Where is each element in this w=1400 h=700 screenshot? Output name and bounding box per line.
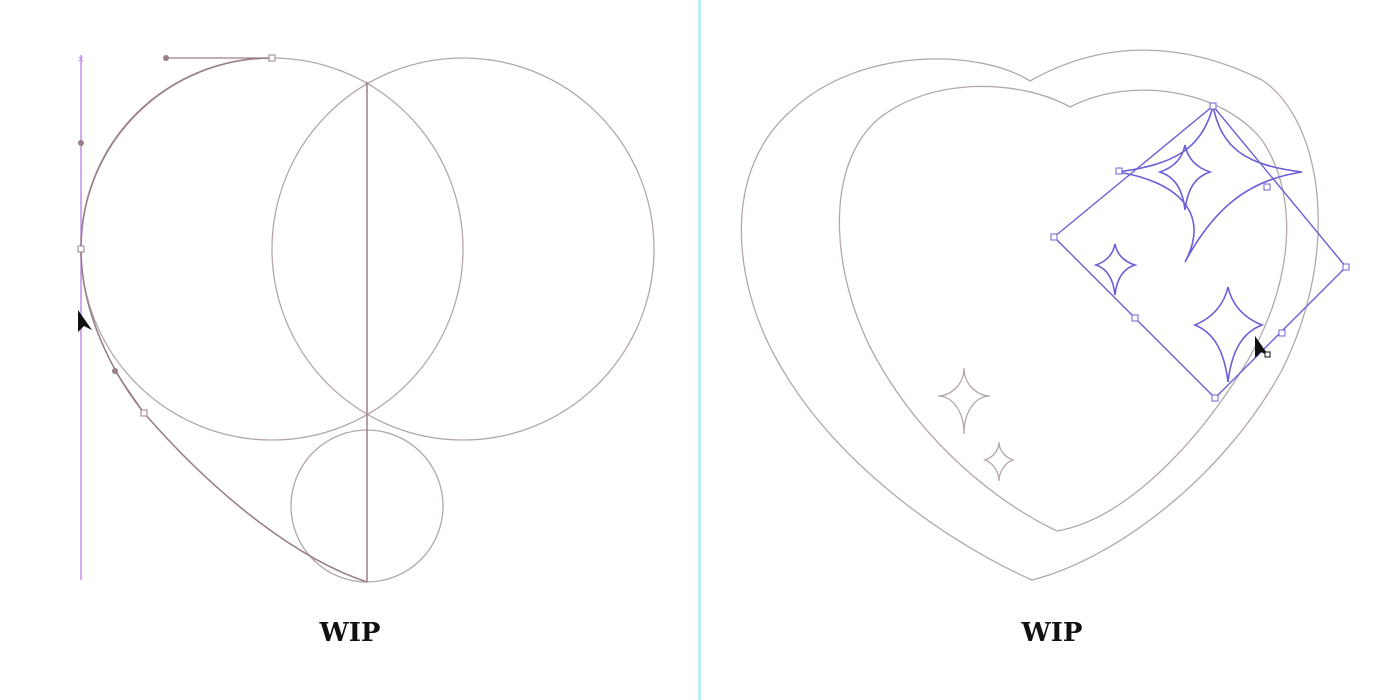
- sparkle-selected-bottom-right[interactable]: [1192, 286, 1265, 383]
- sparkle-large-bottom-left[interactable]: [937, 367, 991, 435]
- lower-handle-line: [114, 370, 145, 414]
- sparkle-selected-small-left[interactable]: [1093, 243, 1138, 296]
- panel-divider: [698, 0, 701, 700]
- lower-anchor-point[interactable]: [140, 409, 148, 417]
- handle-top-right-mid[interactable]: [1263, 183, 1271, 191]
- arrow-cursor-icon: [1255, 336, 1271, 358]
- handle-top[interactable]: [1209, 102, 1217, 110]
- handle-top-left-mid[interactable]: [1115, 167, 1123, 175]
- left-canvas[interactable]: × WIP: [0, 0, 698, 700]
- left-handle-dot[interactable]: [78, 140, 84, 146]
- handle-bottom-left-mid[interactable]: [1131, 314, 1139, 322]
- inner-heart-shape[interactable]: [838, 85, 1288, 532]
- sparkle-small-bottom-left[interactable]: [982, 441, 1016, 482]
- right-large-circle[interactable]: [271, 57, 655, 441]
- outer-heart-shape[interactable]: [740, 49, 1319, 581]
- sparkle-selected-inner[interactable]: [1157, 144, 1213, 211]
- left-caption: WIP: [319, 618, 381, 648]
- handle-right[interactable]: [1342, 263, 1350, 271]
- left-artwork: ×: [77, 54, 655, 583]
- lower-handle-dot[interactable]: [112, 368, 118, 374]
- right-caption: WIP: [1021, 618, 1083, 648]
- handle-left[interactable]: [1050, 233, 1058, 241]
- selection-bounding-box[interactable]: [1052, 105, 1347, 399]
- handle-bottom-right-mid[interactable]: [1278, 329, 1286, 337]
- left-anchor-point[interactable]: [77, 245, 85, 253]
- selection-handles[interactable]: [1050, 102, 1350, 402]
- handle-bottom[interactable]: [1211, 394, 1219, 402]
- top-anchor-point[interactable]: [268, 54, 276, 62]
- arrow-cursor-icon: [78, 310, 92, 332]
- right-canvas[interactable]: WIP: [702, 0, 1400, 700]
- sparkle-selected-large[interactable]: [1116, 105, 1303, 263]
- top-handle-dot[interactable]: [163, 55, 169, 61]
- drawn-path[interactable]: [80, 57, 368, 583]
- guide-end-marker: ×: [77, 55, 85, 65]
- right-artwork: [740, 49, 1350, 581]
